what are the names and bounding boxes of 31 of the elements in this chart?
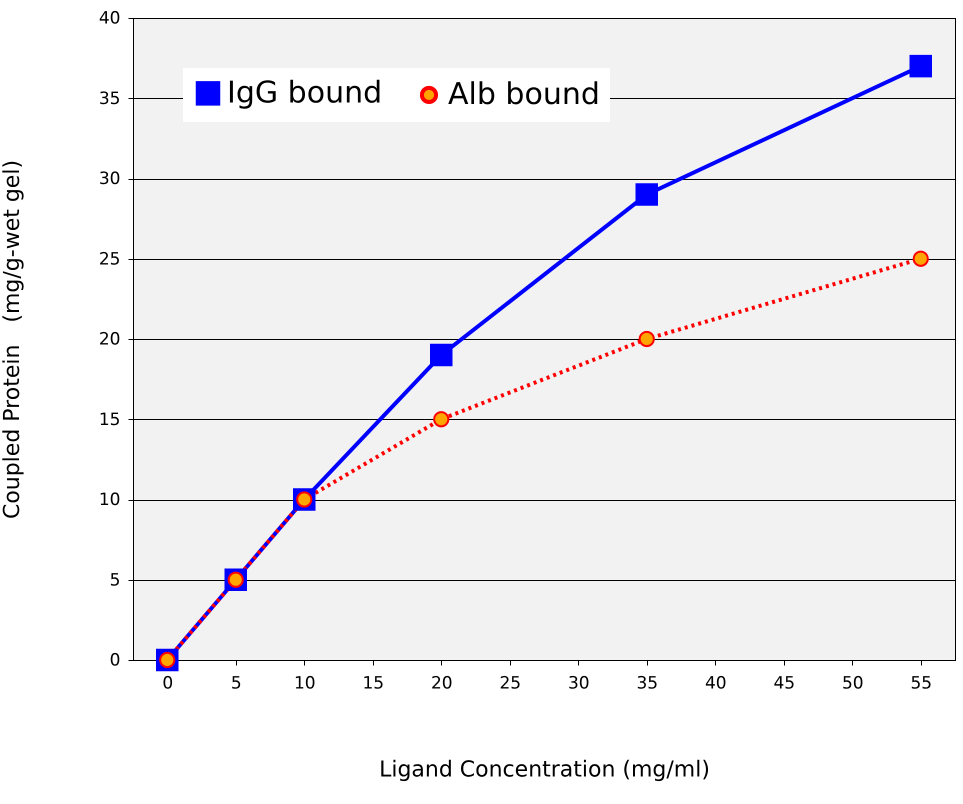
point: [636, 183, 658, 206]
x-tick-label: 10: [294, 674, 316, 694]
x-tick-label: 35: [636, 674, 658, 694]
x-axis-title: Ligand Concentration (mg/ml): [379, 758, 710, 782]
x-tick-label: 20: [430, 674, 453, 694]
y-tick-label: 35: [98, 88, 120, 109]
x-tick-label: 55: [910, 674, 932, 694]
legend-label: Alb bound: [448, 76, 600, 112]
y-tick-label: 25: [98, 249, 120, 270]
x-tick-label: 30: [568, 674, 590, 694]
point: [433, 411, 450, 428]
x-tick-label: 5: [230, 674, 242, 694]
y-tick-label: 20: [98, 330, 120, 350]
point: [638, 330, 655, 348]
y-tick-label: 30: [98, 169, 120, 189]
x-tick-label: 0: [162, 674, 174, 694]
x-tick-label: 45: [773, 674, 796, 694]
point: [430, 344, 452, 366]
y-tick-label: 0: [110, 650, 120, 670]
point: [912, 250, 929, 267]
x-tick-label: 25: [499, 674, 522, 694]
point: [910, 54, 932, 78]
y-tick-label: 15: [98, 410, 120, 430]
y-tick-label: 40: [98, 8, 120, 28]
x-tick-label: 40: [704, 674, 727, 694]
x-tick-label: 15: [362, 674, 384, 694]
legend-label: IgG bound: [227, 75, 382, 110]
x-tick-label: 50: [842, 674, 864, 694]
y-tick-label: 10: [98, 490, 120, 510]
y-axis-title: Coupled Protein (mg/g-wet gel): [0, 160, 25, 520]
y-tick-label: 5: [110, 570, 120, 590]
